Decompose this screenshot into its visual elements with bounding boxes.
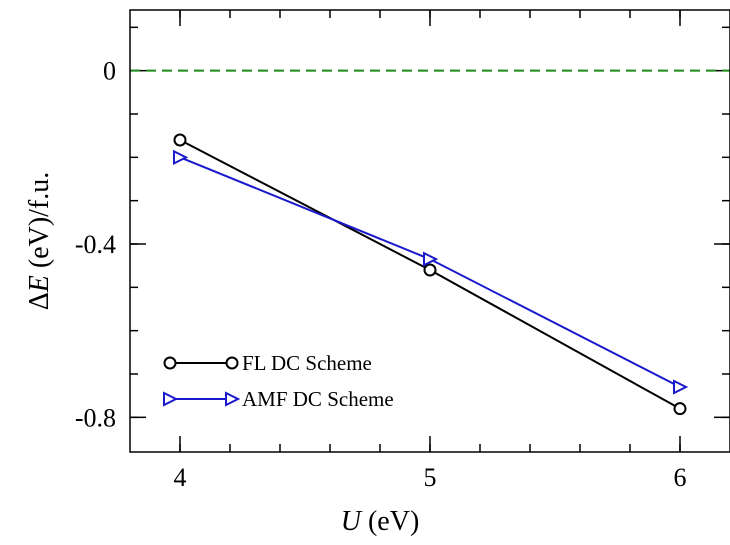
- data-point-0-0: [173, 133, 187, 147]
- legend-label-amf: AMF DC Scheme: [242, 387, 394, 411]
- legend-marker: [163, 356, 177, 370]
- y-tick-label: 0: [103, 57, 116, 86]
- data-point-0-2: [673, 402, 687, 416]
- y-tick-label: -0.4: [75, 230, 116, 259]
- legend-marker: [225, 356, 239, 370]
- x-tick-label: 5: [424, 463, 437, 492]
- y-axis-variable: E: [24, 275, 55, 293]
- series-0: [173, 133, 687, 416]
- data-point-1-0: [173, 149, 189, 165]
- x-axis-label: U (eV): [341, 506, 420, 537]
- legend-item-fl-dc-scheme: FL DC Scheme: [163, 351, 372, 375]
- legend-marker: [225, 391, 241, 407]
- legend-label-fl: FL DC Scheme: [242, 351, 372, 375]
- legend: FL DC Scheme AMF DC Scheme: [163, 351, 394, 411]
- x-tick-label: 4: [174, 463, 187, 492]
- legend-marker: [163, 391, 179, 407]
- y-axis-label: ΔE (eV)/f.u.: [24, 172, 55, 311]
- tick-labels: 4 5 6 0 -0.4 -0.8: [75, 57, 687, 492]
- data-point-1-1: [423, 251, 439, 267]
- y-tick-label: -0.8: [75, 403, 116, 432]
- plot-frame: [129, 9, 730, 453]
- data-point-0-1: [423, 263, 437, 277]
- y-axis-prefix: Δ: [24, 292, 55, 310]
- x-axis-variable: U: [341, 506, 363, 537]
- series-layer: [173, 133, 689, 416]
- legend-item-amf-dc-scheme: AMF DC Scheme: [163, 387, 394, 411]
- data-point-1-2: [673, 379, 689, 395]
- y-axis-unit: (eV)/f.u.: [24, 172, 55, 275]
- x-axis-unit: (eV): [361, 506, 419, 537]
- x-tick-label: 6: [674, 463, 687, 492]
- series-1: [173, 149, 689, 395]
